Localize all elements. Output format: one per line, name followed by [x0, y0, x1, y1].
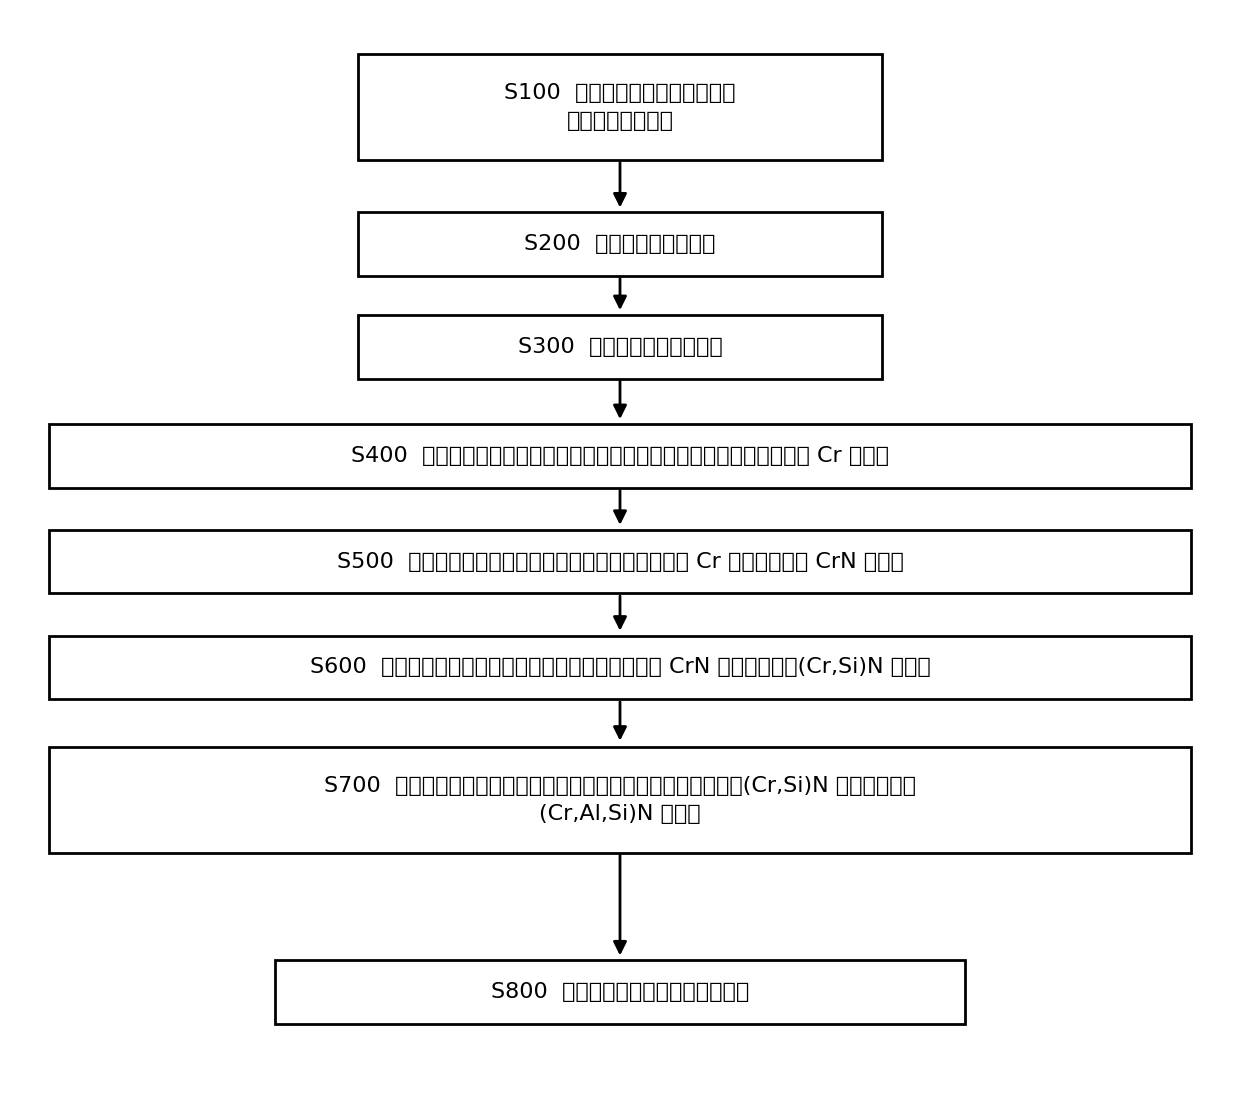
- Text: S600  通过空心阴极电子束辅助脉冲偏压多弧离子镀在 CrN 过渡层上沉积(Cr,Si)N 梯度层: S600 通过空心阴极电子束辅助脉冲偏压多弧离子镀在 CrN 过渡层上沉积(Cr…: [310, 658, 930, 678]
- Text: S100  多元复合靶材设计和功能梯
度多层膜优化设计: S100 多元复合靶材设计和功能梯 度多层膜优化设计: [505, 83, 735, 131]
- Bar: [358, 315, 882, 379]
- Text: S700  通过脉冲偏压空心阴极多弧离子镀与离子束辅助磁控溅射在(Cr,Si)N 梯度层上沉积
(Cr,Al,Si)N 表面层: S700 通过脉冲偏压空心阴极多弧离子镀与离子束辅助磁控溅射在(Cr,Si)N …: [324, 776, 916, 823]
- Text: S400  通过空心阴极电子束辅助脉冲偏压多弧离子镀在钢工件表面上沉积 Cr 基底层: S400 通过空心阴极电子束辅助脉冲偏压多弧离子镀在钢工件表面上沉积 Cr 基底…: [351, 446, 889, 466]
- Text: S800  制品的微观结构表征与性能检测: S800 制品的微观结构表征与性能检测: [491, 982, 749, 1002]
- Text: S300  钢工件表面的离子清洗: S300 钢工件表面的离子清洗: [517, 337, 723, 357]
- Bar: [48, 747, 1192, 853]
- Bar: [48, 424, 1192, 487]
- Bar: [275, 961, 965, 1024]
- Text: S200  钢工件表面的预处理: S200 钢工件表面的预处理: [525, 235, 715, 255]
- Bar: [48, 530, 1192, 593]
- Text: S500  通过空心阴极电子束辅助脉冲偏压多弧离子镀在 Cr 基底层上沉积 CrN 过渡层: S500 通过空心阴极电子束辅助脉冲偏压多弧离子镀在 Cr 基底层上沉积 CrN…: [336, 552, 904, 572]
- Bar: [358, 213, 882, 276]
- Bar: [358, 54, 882, 160]
- Bar: [48, 636, 1192, 699]
